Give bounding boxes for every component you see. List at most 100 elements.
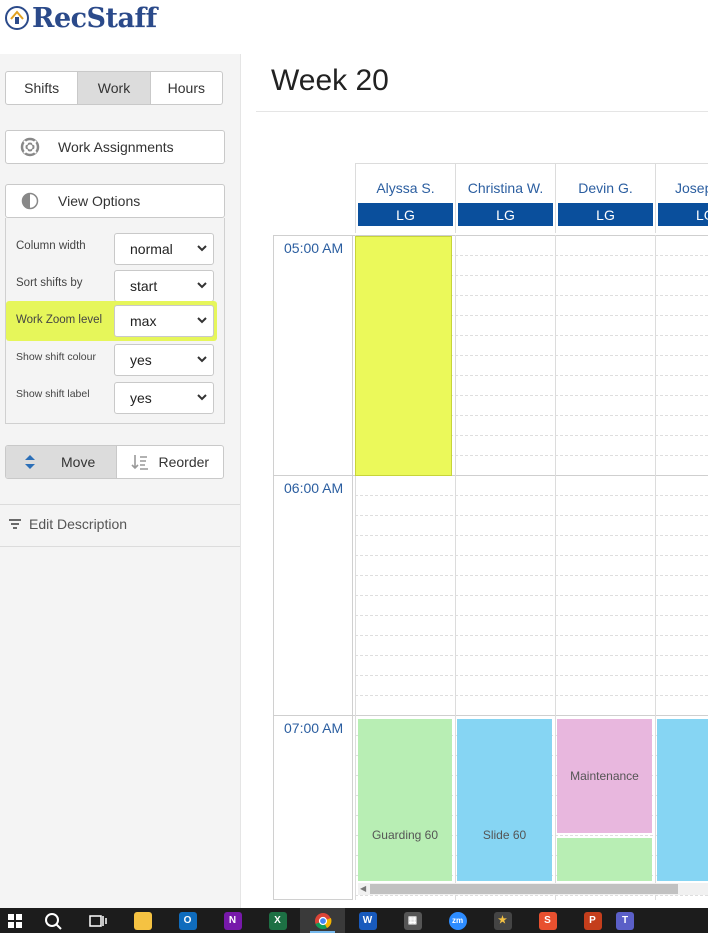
interval-divider <box>355 415 708 416</box>
interval-divider <box>355 435 708 436</box>
shift-label-select[interactable]: yes <box>114 382 214 414</box>
search-icon <box>44 912 62 930</box>
interval-divider <box>355 455 708 456</box>
shift-block[interactable] <box>557 838 652 881</box>
role-badge: LG <box>358 203 453 226</box>
divider <box>0 546 240 547</box>
teams-icon: T <box>616 911 634 930</box>
option-shift-colour: Show shift colour yes <box>6 342 226 379</box>
reorder-button[interactable]: Reorder <box>117 446 224 478</box>
shift-block[interactable] <box>657 719 708 881</box>
interval-divider <box>355 255 708 256</box>
column-width-select[interactable]: normal <box>114 233 214 265</box>
interval-divider <box>355 635 708 636</box>
shift-block[interactable]: Slide 60 <box>457 719 552 881</box>
chevron-down-icon <box>197 394 207 401</box>
interval-divider <box>355 495 708 496</box>
interval-divider <box>355 295 708 296</box>
taskbar-teams[interactable]: T <box>615 908 635 933</box>
view-mode-tabs: Shifts Work Hours <box>5 71 223 105</box>
app-logo[interactable]: RecStaff <box>4 2 157 34</box>
staff-name: Devin G. <box>578 180 633 196</box>
staff-column-header[interactable]: Christina W. LG <box>455 163 555 233</box>
taskbar-excel[interactable]: X <box>255 908 300 933</box>
move-reorder-toggle: Move Reorder <box>5 445 224 479</box>
move-label: Move <box>61 454 96 470</box>
taskbar-word[interactable]: W <box>345 908 390 933</box>
windows-start-button[interactable] <box>0 908 30 933</box>
horizontal-scrollbar[interactable]: ◀ <box>358 883 708 895</box>
taskbar-calculator[interactable]: ▦ <box>390 908 435 933</box>
taskbar-onenote[interactable]: N <box>210 908 255 933</box>
time-column: 05:00 AM 06:00 AM 07:00 AM <box>273 235 353 900</box>
chevron-down-icon <box>197 245 207 252</box>
select-value: start <box>130 278 158 294</box>
taskbar-file-explorer[interactable] <box>120 908 165 933</box>
column-divider <box>555 235 556 900</box>
view-options-panel: Column width normal Sort shifts by start… <box>5 218 225 424</box>
taskbar-task-view[interactable] <box>75 908 120 933</box>
taskbar-app-s[interactable]: S <box>525 908 570 933</box>
interval-divider <box>355 515 708 516</box>
interval-divider <box>355 595 708 596</box>
s-app-icon: S <box>538 911 557 930</box>
move-button[interactable]: Move <box>6 446 117 478</box>
edit-description-button[interactable]: Edit Description <box>8 516 127 532</box>
interval-divider <box>355 575 708 576</box>
tab-hours[interactable]: Hours <box>151 72 222 104</box>
view-options-button[interactable]: View Options <box>5 184 225 218</box>
scroll-left-icon[interactable]: ◀ <box>360 884 367 893</box>
staff-column-header[interactable]: Devin G. LG <box>555 163 655 233</box>
shift-colour-select[interactable]: yes <box>114 344 214 376</box>
column-divider <box>655 235 656 900</box>
lifebuoy-icon <box>20 137 40 157</box>
chevron-down-icon <box>197 282 207 289</box>
interval-divider <box>355 315 708 316</box>
option-shift-label: Show shift label yes <box>6 379 226 416</box>
contrast-icon <box>20 191 40 211</box>
sort-shifts-select[interactable]: start <box>114 270 214 302</box>
hour-divider <box>273 235 708 236</box>
tab-work[interactable]: Work <box>78 72 151 104</box>
staff-column-header[interactable]: Alyssa S. LG <box>355 163 455 233</box>
shift-label: Maintenance <box>570 769 639 783</box>
interval-divider <box>355 615 708 616</box>
staff-name: Christina W. <box>467 180 544 196</box>
edit-description-label: Edit Description <box>29 516 128 532</box>
column-divider <box>455 235 456 900</box>
taskbar-outlook[interactable]: O <box>165 908 210 933</box>
page-title: Week 20 <box>271 64 389 97</box>
select-value: yes <box>130 352 152 368</box>
work-zoom-select[interactable]: max <box>114 305 214 337</box>
taskbar-chrome[interactable] <box>300 908 345 933</box>
tab-label: Work <box>97 80 131 96</box>
scrollbar-thumb[interactable] <box>370 884 678 894</box>
divider <box>256 111 708 112</box>
tab-label: Hours <box>167 80 205 96</box>
powerpoint-icon: P <box>583 911 602 930</box>
option-column-width: Column width normal <box>6 230 226 267</box>
divider <box>0 504 240 505</box>
hour-divider <box>273 715 708 716</box>
shift-block[interactable]: Maintenance <box>557 719 652 833</box>
sidebar <box>0 54 240 908</box>
work-assignments-button[interactable]: Work Assignments <box>5 130 225 164</box>
taskbar-powerpoint[interactable]: P <box>570 908 615 933</box>
taskbar-zoom[interactable]: zm <box>435 908 480 933</box>
view-options-label: View Options <box>58 193 141 209</box>
taskbar-media-player[interactable]: ★ <box>480 908 525 933</box>
staff-name: Josep <box>675 180 708 196</box>
taskbar-search[interactable] <box>30 908 75 933</box>
option-label: Column width <box>16 240 86 252</box>
word-icon: W <box>358 911 377 930</box>
time-label: 07:00 AM <box>284 720 344 736</box>
shift-block[interactable]: Guarding 60 <box>358 719 452 881</box>
interval-divider <box>355 335 708 336</box>
star-icon: ★ <box>493 911 512 930</box>
tab-shifts[interactable]: Shifts <box>6 72 79 104</box>
option-label: Sort shifts by <box>16 277 83 289</box>
interval-divider <box>355 355 708 356</box>
staff-column-header[interactable]: Josep LG <box>655 163 708 233</box>
shift-label: Guarding 60 <box>371 828 439 842</box>
selected-time-slot[interactable] <box>355 236 452 476</box>
